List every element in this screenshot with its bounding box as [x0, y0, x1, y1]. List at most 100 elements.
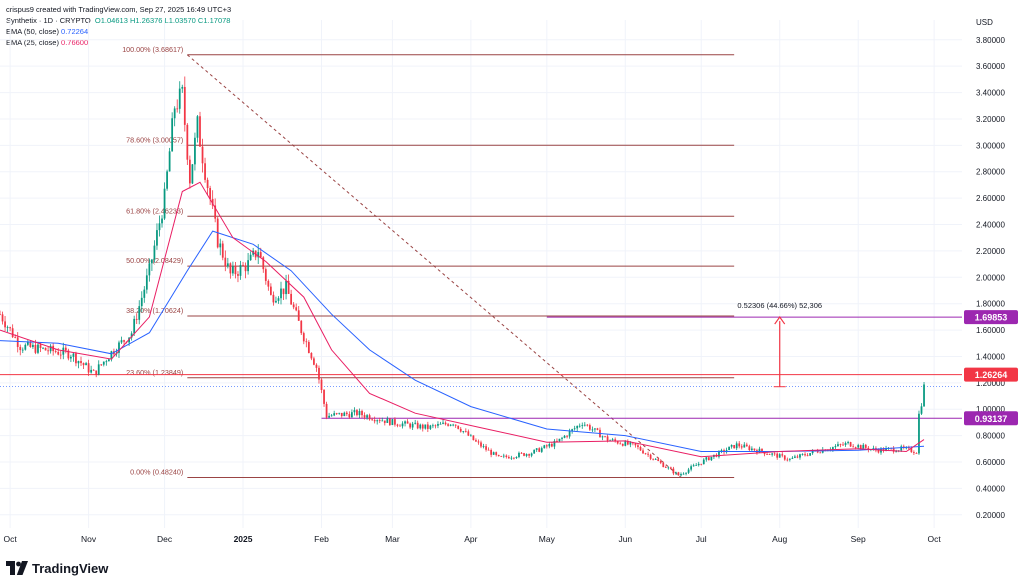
candle-body [363, 415, 366, 418]
candle-body [163, 188, 166, 219]
candle-body [675, 472, 677, 474]
candle-body [411, 423, 414, 428]
candle-body [710, 456, 713, 461]
ema50-legend[interactable]: EMA (50, close) 0.72264 [6, 26, 231, 37]
candle-body [502, 455, 505, 457]
y-tick-label: 0.20000 [976, 511, 1005, 520]
measure-arrow-head [774, 316, 786, 325]
candle-body [59, 354, 62, 356]
candle-body [275, 300, 277, 303]
candle-body [538, 448, 541, 452]
candle-body [277, 298, 280, 301]
candle-body [196, 116, 199, 138]
candle-body [199, 116, 201, 147]
candle-body [923, 384, 925, 407]
candle-body [100, 364, 103, 366]
ema25-legend[interactable]: EMA (25, close) 0.76600 [6, 37, 231, 48]
candle-body [707, 457, 710, 461]
candle-body [209, 188, 212, 199]
candle-body [64, 347, 67, 351]
candle-body [221, 243, 224, 258]
y-tick-label: 2.40000 [976, 221, 1005, 230]
candle-body [42, 347, 44, 349]
candle-body [619, 443, 622, 445]
candle-body [515, 457, 518, 459]
candle-body [664, 467, 667, 468]
candle-body [183, 86, 186, 125]
candle-body [176, 108, 179, 110]
candle-body [634, 443, 637, 446]
candle-body [353, 410, 356, 413]
chart-header: crispus9 created with TradingView.com, S… [6, 4, 231, 48]
candle-body [249, 254, 252, 261]
candle-body [280, 288, 282, 299]
candle-body [173, 108, 176, 119]
candle-body [672, 468, 675, 474]
candle-body [143, 289, 146, 298]
candle-body [87, 363, 90, 373]
candle-body [264, 269, 267, 281]
y-tick-label: 0.40000 [976, 484, 1005, 493]
candle-body [523, 453, 525, 456]
candle-body [330, 415, 333, 417]
candle-body [644, 453, 647, 455]
symbol-line: Synthetix · 1D · CRYPTO O1.04613 H1.2637… [6, 15, 231, 26]
candle-body [733, 444, 736, 449]
candle-body [148, 263, 151, 276]
candle-body [82, 363, 85, 366]
candle-body [540, 448, 543, 452]
candle-body [416, 422, 419, 429]
candle-body [315, 364, 318, 368]
candle-body [77, 361, 80, 364]
candle-body [571, 429, 574, 432]
currency-label[interactable]: USD [976, 18, 993, 27]
candle-body [556, 440, 558, 442]
candle-body [186, 124, 189, 160]
tradingview-branding[interactable]: TradingView [6, 558, 108, 578]
candle-body [695, 465, 698, 466]
y-tick-label: 3.20000 [976, 115, 1005, 124]
candle-body [323, 389, 325, 404]
candle-body [29, 341, 32, 347]
price-badge-text: 1.69853 [975, 313, 1008, 323]
x-tick-label: Oct [928, 534, 942, 544]
symbol-name[interactable]: Synthetix · 1D · CRYPTO [6, 16, 91, 25]
candle-body [669, 467, 672, 469]
candle-body [153, 245, 156, 260]
candle-body [67, 350, 70, 359]
candle-body [616, 441, 619, 444]
tradingview-logo-icon [6, 561, 28, 575]
candle-body [464, 431, 467, 432]
candle-body [553, 440, 556, 447]
candle-body [97, 364, 100, 375]
candle-body [594, 428, 596, 430]
candle-body [282, 288, 285, 295]
candle-body [913, 452, 915, 454]
candle-body [361, 410, 363, 416]
ema50-line [0, 230, 925, 452]
candle-body [426, 424, 429, 429]
candle-body [892, 448, 895, 452]
candle-body [4, 321, 6, 328]
candle-body [550, 443, 553, 447]
candle-body [885, 448, 887, 452]
candle-body [302, 333, 305, 342]
candle-body [457, 425, 460, 429]
candle-body [578, 425, 581, 427]
candle-body [647, 453, 649, 455]
candle-body [328, 415, 330, 418]
candle-body [753, 448, 756, 451]
candle-body [487, 449, 490, 451]
candle-body [69, 356, 72, 359]
candle-body [307, 342, 310, 353]
candle-body [692, 465, 695, 467]
candle-body [335, 413, 338, 415]
candle-body [145, 275, 148, 290]
candle-body [573, 428, 576, 430]
candle-body [373, 420, 376, 422]
candle-body [234, 266, 237, 275]
brand-name: TradingView [32, 560, 109, 576]
candle-body [895, 451, 898, 453]
candle-body [297, 310, 300, 321]
